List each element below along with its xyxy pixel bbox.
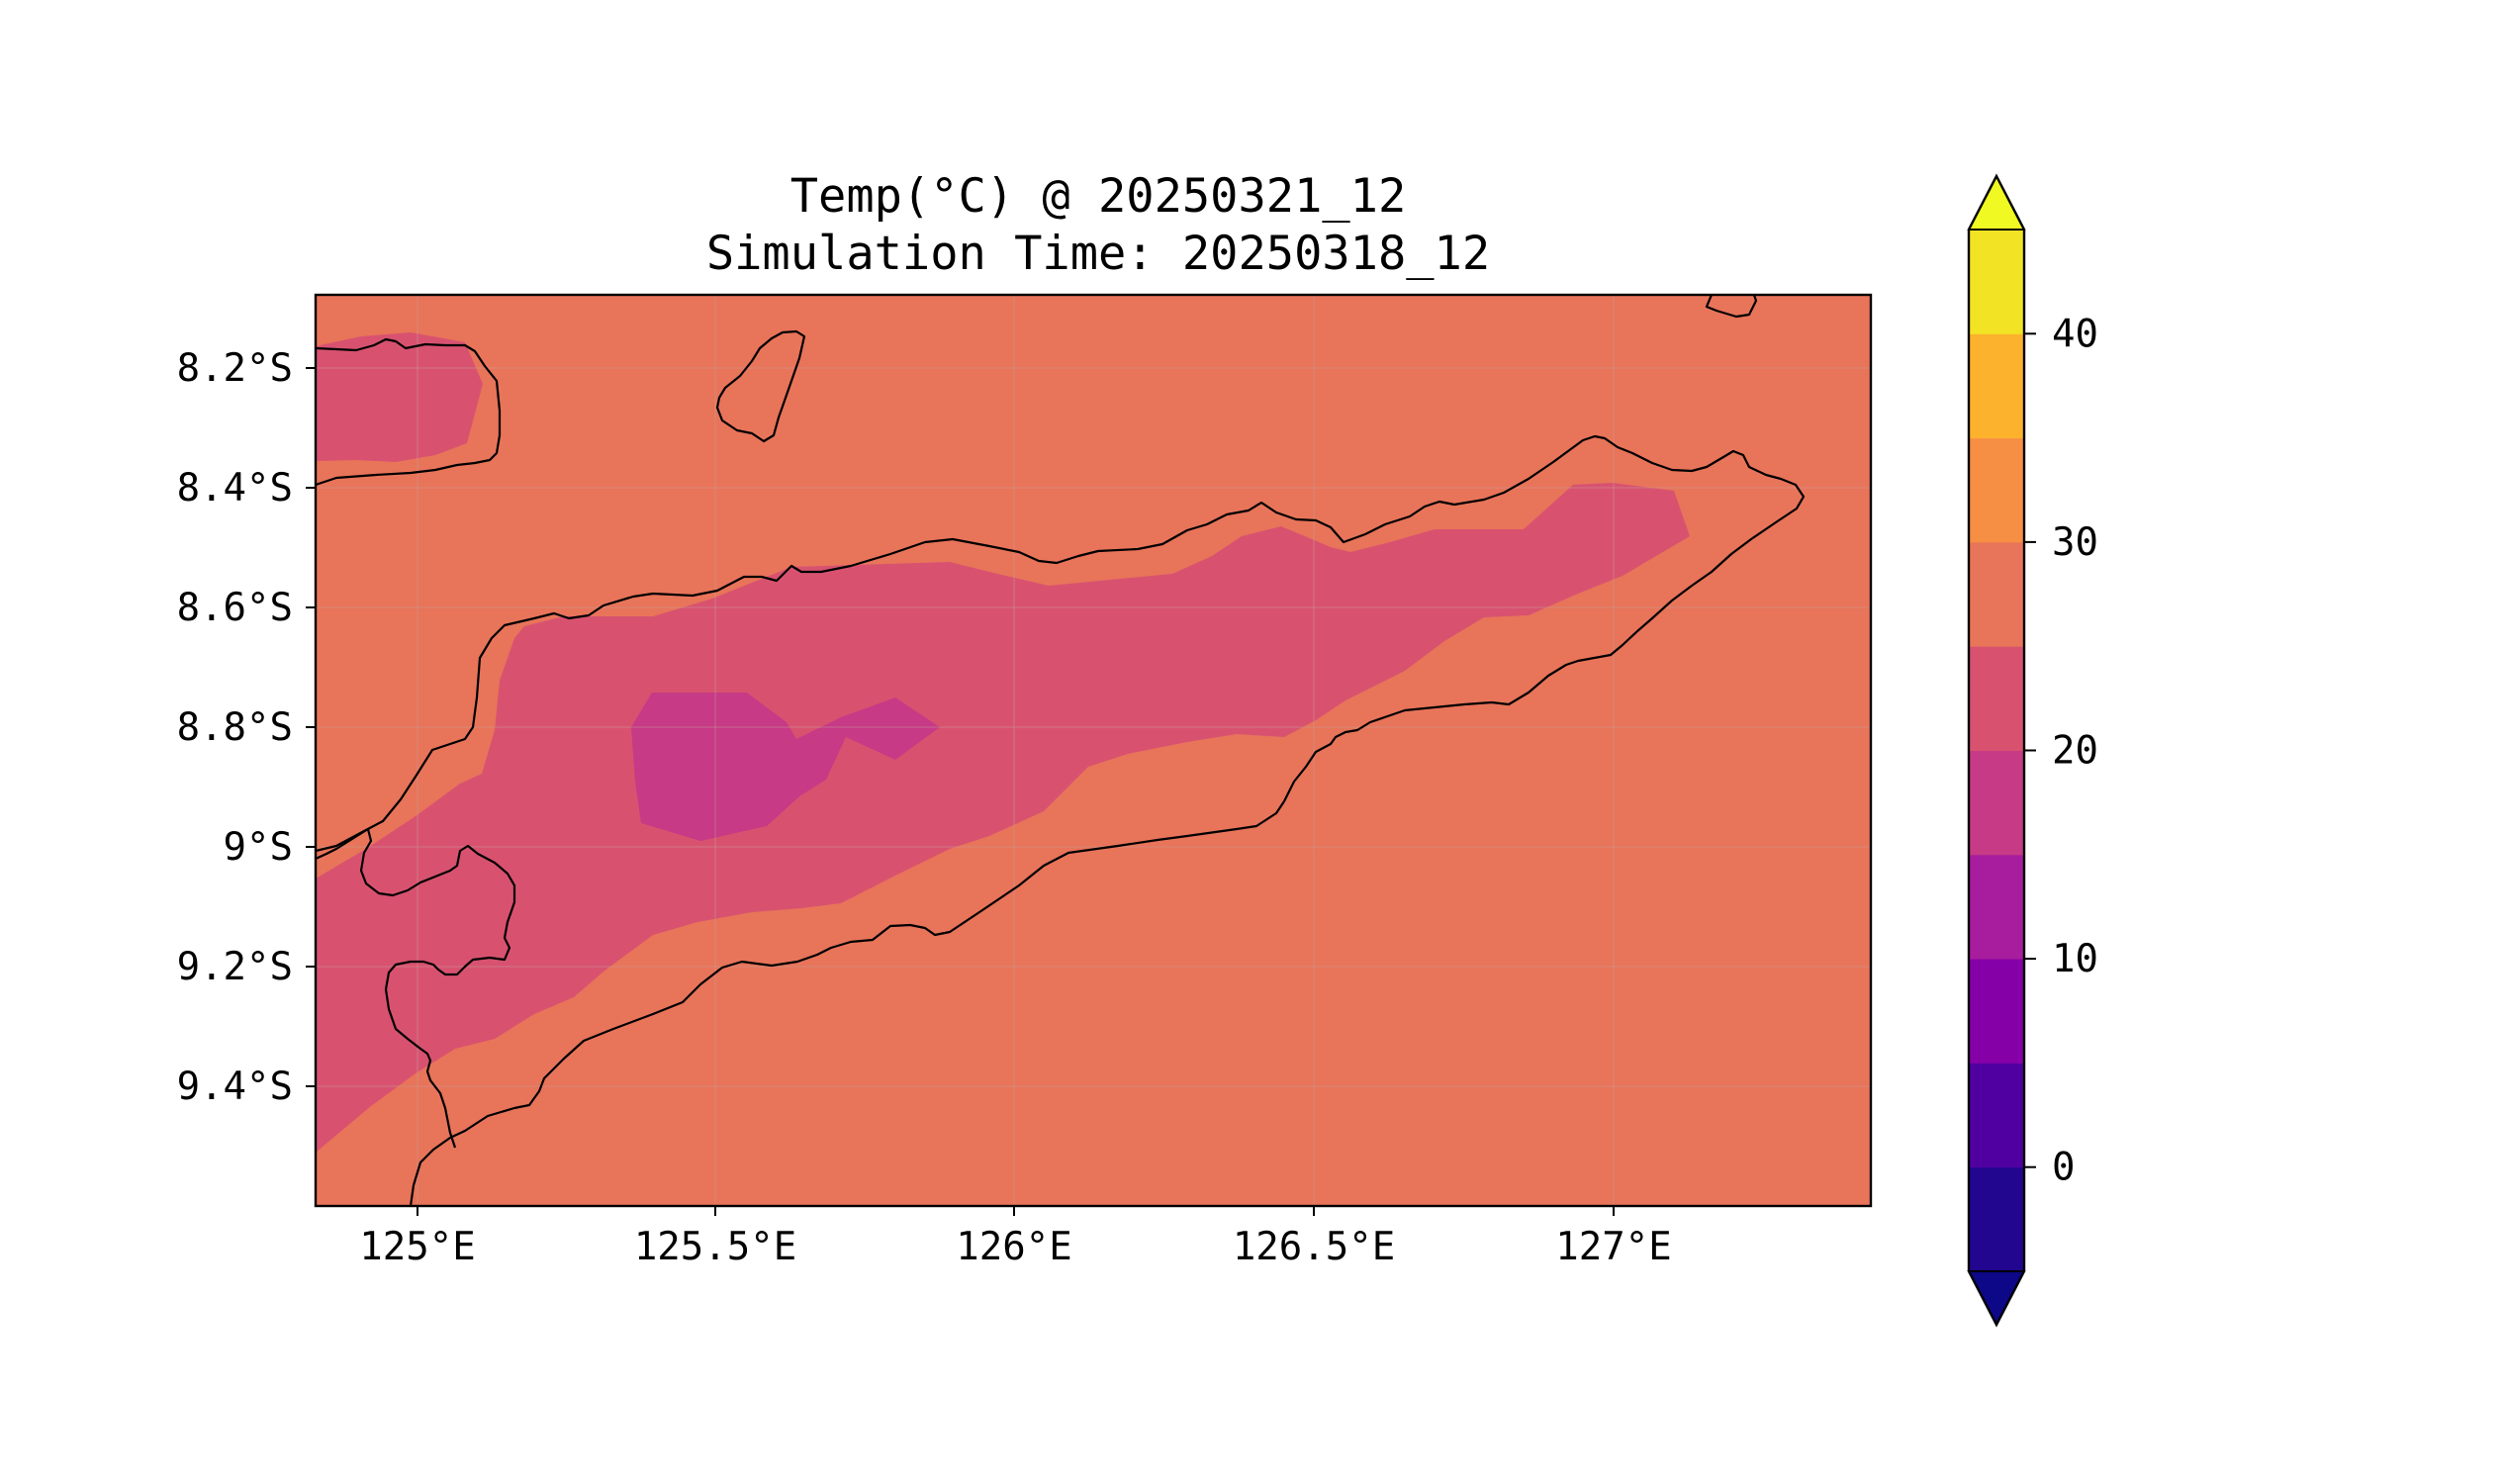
colorbar: 0 10 20 30 40 — [1967, 173, 2098, 1328]
y-tick-label-8-8s: 8.8°S — [177, 705, 293, 750]
coastline-atauro-island — [715, 329, 806, 443]
map-frame — [314, 293, 1873, 1208]
colorbar-segment — [1969, 1166, 2024, 1272]
gridlines — [316, 295, 1871, 1206]
colorbar-segment — [1969, 230, 2024, 334]
coastlines — [316, 295, 1806, 1206]
y-tick-label-8-4s: 8.4°S — [177, 466, 293, 510]
colorbar-segments — [1969, 230, 2024, 1272]
coastline-timor-north — [316, 434, 1806, 1206]
colorbar-segment — [1969, 1063, 2024, 1168]
y-tick-label-9s: 9°S — [224, 825, 293, 870]
colorbar-outline — [1967, 173, 2026, 1328]
contour-band-15-20-core — [631, 693, 940, 841]
colorbar-tick-label: 0 — [2052, 1146, 2075, 1190]
figure-subtitle: Simulation Time: 20250318_12 — [706, 227, 1490, 281]
colorbar-segment — [1969, 750, 2024, 856]
colorbar-segment — [1969, 854, 2024, 960]
y-tick-label-9-2s: 9.2°S — [177, 945, 293, 989]
x-tick-label-127: 127°E — [1555, 1225, 1671, 1269]
colorbar-tick-label: 20 — [2052, 729, 2098, 774]
colorbar-ticks: 0 10 20 30 40 — [2024, 312, 2098, 1190]
contour-band-20-25-northwest — [316, 332, 483, 462]
coastline-northeast-islet — [1705, 295, 1758, 319]
y-axis-ticks: 8.2°S 8.4°S 8.6°S 8.8°S 9°S 9.2°S 9.4°S — [177, 346, 316, 1109]
colorbar-segment — [1969, 437, 2024, 543]
colorbar-segment — [1969, 333, 2024, 439]
contour-band-20-25-timor — [316, 483, 1690, 1153]
colorbar-extend-under — [1967, 1270, 2026, 1328]
colorbar-tick-label: 30 — [2052, 520, 2098, 565]
x-tick-label-126: 126°E — [956, 1225, 1071, 1269]
x-tick-label-125-5: 125.5°E — [634, 1225, 796, 1269]
colorbar-segment — [1969, 541, 2024, 647]
temperature-contours — [316, 332, 1690, 1153]
colorbar-segment — [1969, 646, 2024, 751]
y-tick-label-9-4s: 9.4°S — [177, 1065, 293, 1109]
coastline-timor-west-inner — [316, 827, 516, 1149]
colorbar-tick-label: 40 — [2052, 312, 2098, 356]
map-axes — [314, 293, 1873, 1208]
colorbar-tick-label: 10 — [2052, 937, 2098, 981]
colorbar-segment — [1969, 959, 2024, 1064]
x-tick-label-126-5: 126.5°E — [1233, 1225, 1395, 1269]
y-tick-label-8-6s: 8.6°S — [177, 586, 293, 630]
colorbar-extend-over — [1967, 173, 2026, 231]
x-tick-label-125: 125°E — [359, 1225, 475, 1269]
y-tick-label-8-2s: 8.2°S — [177, 346, 293, 391]
figure-title: Temp(°C) @ 20250321_12 — [790, 169, 1407, 224]
x-axis-ticks: 125°E 125.5°E 126°E 126.5°E 127°E — [359, 1206, 1672, 1269]
coastline-northwest-islet — [316, 337, 502, 487]
